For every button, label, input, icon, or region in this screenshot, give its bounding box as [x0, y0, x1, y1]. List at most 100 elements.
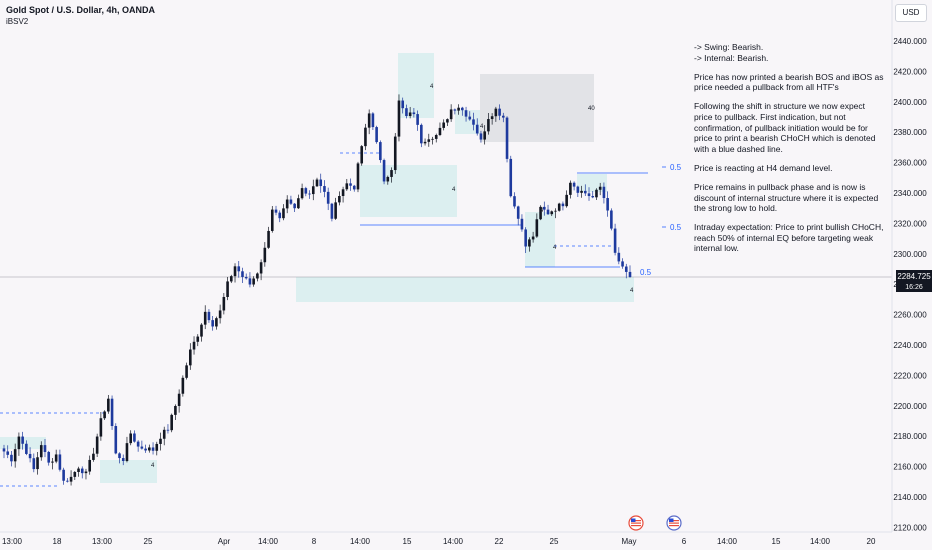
candle-body: [54, 454, 58, 462]
internal-note: -> Internal: Bearish.: [694, 52, 769, 63]
time-tick-label: May: [621, 537, 636, 546]
symbol-title[interactable]: Gold Spot / U.S. Dollar, 4h, OANDA: [6, 5, 156, 15]
time-tick-label: 25: [550, 537, 559, 546]
candle-body: [509, 158, 513, 197]
candle-body: [550, 211, 554, 215]
candle-body: [628, 271, 632, 278]
candle-body: [267, 230, 270, 248]
candle-body: [513, 196, 516, 207]
candle-body: [360, 146, 364, 164]
candle-body: [397, 100, 401, 137]
candle-body: [192, 341, 196, 350]
time-tick-label: 13:00: [92, 537, 113, 546]
price-tick-label: 2380.000: [893, 128, 927, 137]
demand-zone: [398, 53, 434, 118]
time-tick-label: 20: [867, 537, 876, 546]
demand-zone: [100, 460, 157, 483]
price-tick-label: 2440.000: [893, 37, 927, 46]
us-flag-icon: [628, 515, 644, 531]
candle-body: [259, 262, 263, 274]
candle-body: [576, 186, 580, 193]
candle-body: [539, 206, 542, 220]
candle-body: [572, 182, 576, 187]
candle-body: [390, 170, 393, 177]
candle-body: [375, 127, 378, 143]
order-block-label: 4: [480, 124, 484, 130]
candle-body: [99, 418, 103, 437]
analysis-notes: -> Swing: Bearish. -> Internal: Bearish.…: [694, 42, 884, 263]
candle-body: [431, 138, 434, 140]
last-price-tag: [896, 270, 932, 292]
candle-body: [13, 449, 17, 462]
time-tick-label: 22: [495, 537, 504, 546]
candle-body: [10, 454, 13, 462]
price-tick-label: 2220.000: [893, 371, 927, 380]
candle-body: [487, 119, 490, 132]
candle-body: [88, 459, 92, 472]
candle-body: [446, 119, 449, 123]
order-block-label: 4: [452, 187, 456, 193]
order-block-label: 4: [151, 463, 155, 469]
candle-body: [412, 112, 416, 115]
candle-body: [457, 107, 460, 111]
candle-body: [583, 190, 587, 194]
candle-body: [189, 349, 192, 366]
price-tick-label: 2140.000: [893, 493, 927, 502]
candle-body: [196, 336, 200, 342]
event-markers[interactable]: [628, 515, 682, 531]
equilibrium-label: 0.5: [670, 223, 682, 232]
candle-body: [200, 324, 203, 337]
currency-button[interactable]: USD: [895, 4, 927, 22]
price-tick-label: 2200.000: [893, 402, 927, 411]
price-tick-label: 2240.000: [893, 341, 927, 350]
candle-body: [215, 318, 218, 327]
time-tick-label: 15: [772, 537, 781, 546]
candle-body: [144, 448, 147, 451]
candle-body: [405, 108, 408, 117]
time-tick-label: 14:00: [717, 537, 738, 546]
price-tick-label: 2120.000: [893, 523, 927, 532]
candle-body: [461, 107, 464, 111]
price-tick-label: 2260.000: [893, 311, 927, 320]
candle-body: [110, 398, 114, 427]
candle-body: [367, 113, 371, 128]
equilibrium-label: 0.5: [640, 268, 652, 277]
candle-body: [587, 193, 591, 197]
last-price-value: 2284.725: [897, 272, 931, 281]
candle-body: [561, 203, 565, 207]
candle-body: [591, 196, 595, 198]
candle-body: [598, 186, 602, 190]
candle-body: [233, 266, 237, 277]
candle-body: [17, 436, 21, 450]
candle-body: [211, 320, 214, 327]
candle-body: [554, 210, 557, 212]
note-paragraph-4: Price remains in pullback phase and is n…: [694, 181, 879, 214]
candle-body: [47, 451, 51, 463]
candle-body: [323, 186, 326, 192]
candle-body: [121, 458, 125, 462]
price-tick-label: 2160.000: [893, 463, 927, 472]
indicator-name[interactable]: iBSV2: [6, 17, 29, 26]
candle-body: [319, 179, 323, 187]
candle-body: [25, 443, 28, 454]
order-block-label: 40: [588, 106, 595, 112]
candle-body: [256, 273, 259, 279]
candle-body: [159, 438, 162, 444]
candle-body: [311, 186, 315, 195]
candle-body: [203, 311, 207, 325]
candle-body: [84, 471, 88, 474]
candle-body: [103, 411, 106, 419]
candle-body: [453, 109, 457, 111]
candle-body: [263, 247, 267, 263]
time-tick-label: 6: [682, 537, 687, 546]
candle-body: [229, 276, 233, 282]
candle-body: [520, 218, 524, 230]
order-block-label: 4: [630, 288, 634, 294]
time-tick-label: 13:00: [2, 537, 23, 546]
candle-body: [449, 109, 453, 120]
order-block-label: 4: [430, 84, 434, 90]
candle-body: [304, 188, 308, 194]
us-flag-icon: [666, 515, 682, 531]
